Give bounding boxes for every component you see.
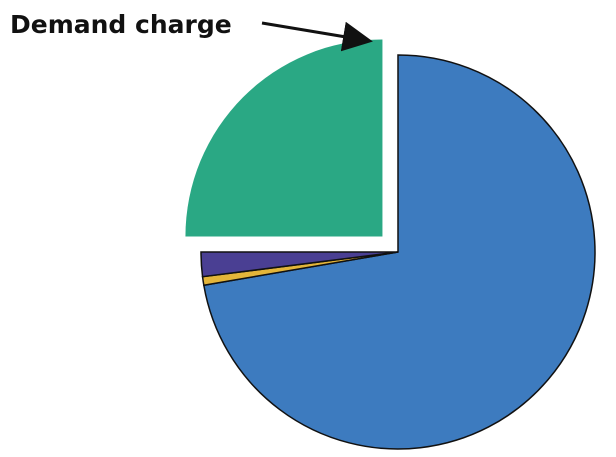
pie-slice-3 <box>185 39 383 237</box>
pie-slices <box>185 39 596 450</box>
annotation-label-demand-charge: Demand charge <box>10 10 232 39</box>
pie-slice-2 <box>200 251 399 278</box>
pie-slice-0 <box>202 54 596 450</box>
pie-annotations: Demand charge <box>10 10 373 52</box>
annotation-arrow <box>261 21 373 52</box>
